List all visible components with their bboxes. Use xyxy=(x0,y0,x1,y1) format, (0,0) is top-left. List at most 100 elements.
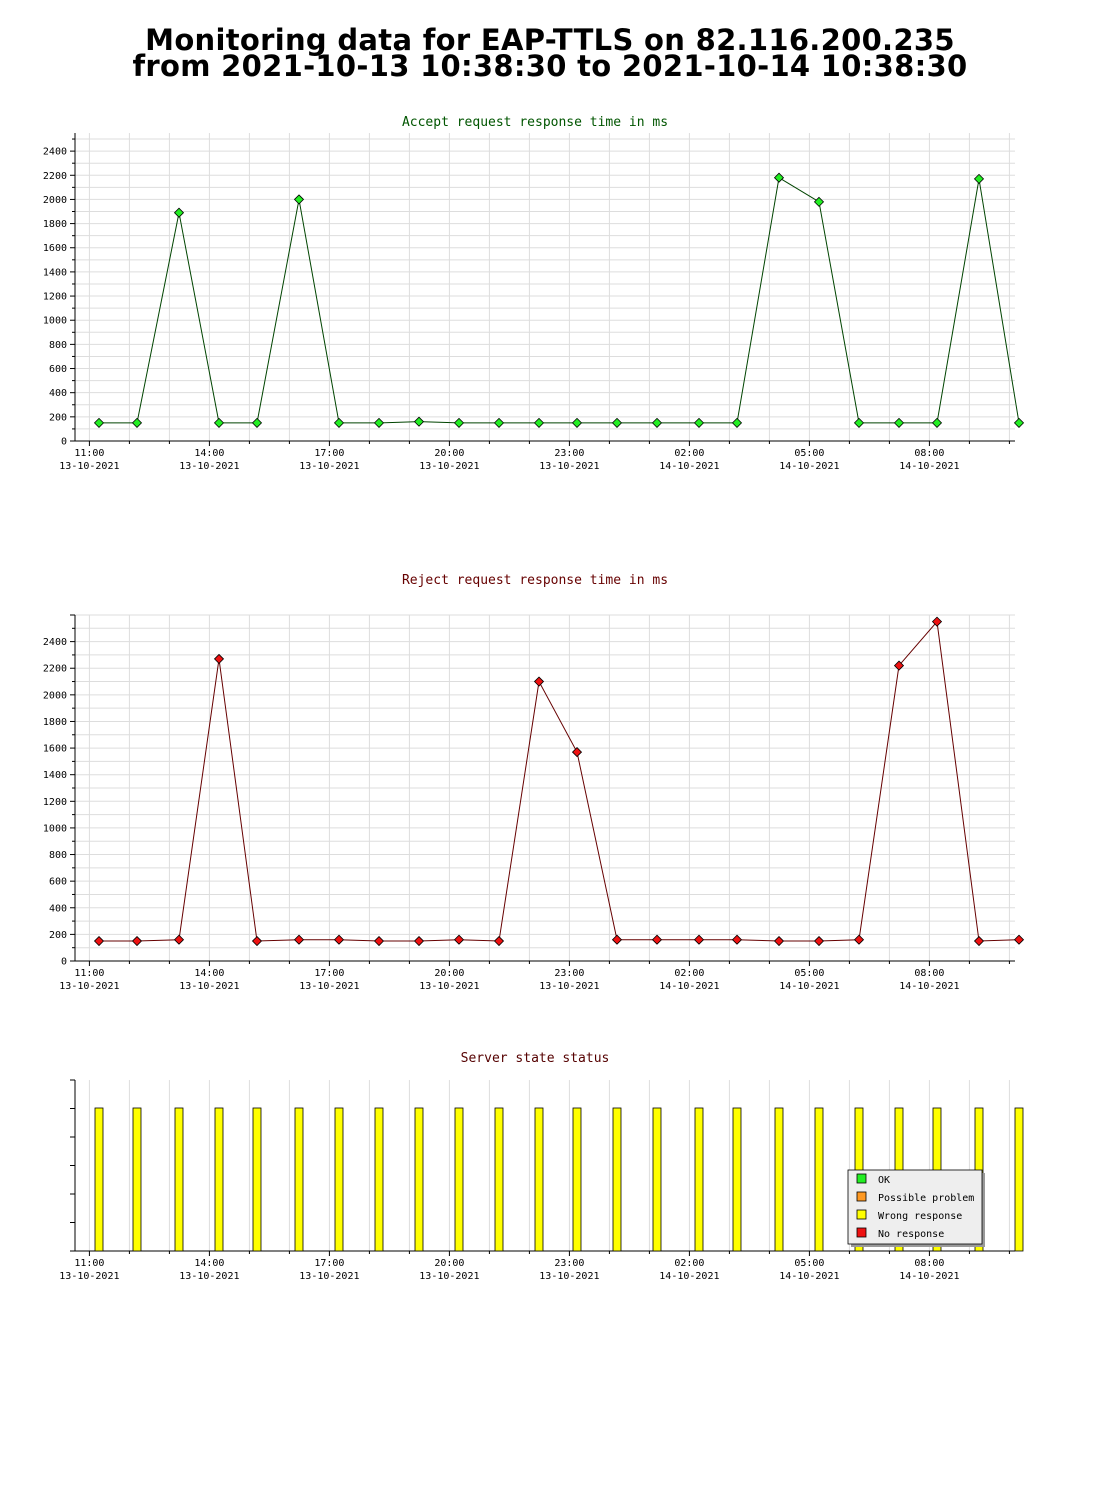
x-tick-label-date: 13-10-2021 xyxy=(539,1271,599,1282)
data-point xyxy=(813,196,825,207)
x-tick-label-time: 23:00 xyxy=(554,448,584,459)
x-tick-label-time: 11:00 xyxy=(74,968,104,979)
data-point xyxy=(373,417,385,428)
data-point xyxy=(251,935,263,947)
y-tick-label: 800 xyxy=(49,340,67,351)
status-bar xyxy=(572,1107,582,1252)
data-point xyxy=(533,417,545,428)
data-point xyxy=(333,934,345,945)
data-point xyxy=(1013,417,1025,428)
x-tick-label-date: 14-10-2021 xyxy=(779,1271,839,1282)
legend-label: Wrong response xyxy=(878,1211,962,1222)
data-point xyxy=(931,417,943,428)
data-point xyxy=(1013,934,1025,945)
y-tick-label: 2000 xyxy=(43,690,67,701)
x-tick-label-date: 13-10-2021 xyxy=(59,1271,119,1282)
y-tick-label: 2400 xyxy=(43,147,67,158)
x-tick-label-time: 08:00 xyxy=(914,968,944,979)
data-point xyxy=(93,935,105,947)
data-point xyxy=(731,934,743,945)
y-tick-label: 800 xyxy=(49,850,67,861)
data-point xyxy=(773,172,785,183)
y-tick-label: 2200 xyxy=(43,171,67,182)
x-tick-label-date: 14-10-2021 xyxy=(779,461,839,472)
status-bar xyxy=(294,1107,304,1252)
x-tick-label-time: 20:00 xyxy=(434,448,464,459)
status-bar xyxy=(652,1107,662,1252)
x-tick-label-time: 08:00 xyxy=(914,448,944,459)
x-tick-label-time: 08:00 xyxy=(914,1258,944,1269)
data-point xyxy=(293,934,305,945)
y-tick-label: 2400 xyxy=(43,637,67,648)
y-tick-label: 1600 xyxy=(43,744,67,755)
data-point xyxy=(693,417,705,428)
data-point xyxy=(373,935,385,947)
data-point xyxy=(731,417,743,428)
data-point xyxy=(213,653,225,664)
data-point xyxy=(533,676,545,687)
y-tick-label: 2000 xyxy=(43,195,67,206)
data-point xyxy=(131,935,143,947)
data-point xyxy=(413,416,425,427)
y-tick-label: 600 xyxy=(49,364,67,375)
y-tick-label: 600 xyxy=(49,877,67,888)
data-point xyxy=(853,417,865,428)
x-tick-label-time: 20:00 xyxy=(434,968,464,979)
status-bar xyxy=(814,1107,824,1252)
status-bar xyxy=(94,1107,104,1252)
data-point xyxy=(131,417,143,428)
status-bar xyxy=(334,1107,344,1252)
data-point xyxy=(693,934,705,945)
y-tick-label: 1400 xyxy=(43,770,67,781)
data-point xyxy=(773,935,785,947)
x-tick-label-time: 02:00 xyxy=(674,448,704,459)
page-title-line-2: from 2021-10-13 10:38:30 to 2021-10-14 1… xyxy=(132,49,968,83)
status-bar xyxy=(494,1107,504,1252)
data-point xyxy=(453,417,465,428)
data-point xyxy=(651,934,663,945)
data-point xyxy=(173,934,185,945)
y-tick-label: 2200 xyxy=(43,664,67,675)
series-line xyxy=(99,176,1020,424)
x-tick-label-date: 14-10-2021 xyxy=(899,1271,959,1282)
x-tick-label-time: 05:00 xyxy=(794,968,824,979)
x-tick-label-date: 14-10-2021 xyxy=(659,461,719,472)
x-tick-label-date: 13-10-2021 xyxy=(59,981,119,992)
legend-label: No response xyxy=(878,1229,944,1240)
status-bar xyxy=(414,1107,424,1252)
x-tick-label-date: 13-10-2021 xyxy=(419,981,479,992)
data-point xyxy=(853,934,865,945)
x-tick-label-date: 14-10-2021 xyxy=(659,981,719,992)
status-bar xyxy=(174,1107,184,1252)
status-bar xyxy=(214,1107,224,1252)
x-tick-label-date: 13-10-2021 xyxy=(59,461,119,472)
data-point xyxy=(813,935,825,947)
y-tick-label: 400 xyxy=(49,903,67,914)
data-point xyxy=(453,934,465,945)
legend-swatch xyxy=(856,1173,867,1184)
data-point xyxy=(893,417,905,428)
status-bar xyxy=(252,1107,262,1252)
legend-swatch xyxy=(856,1227,867,1238)
legend-swatch xyxy=(856,1191,867,1202)
x-tick-label-date: 13-10-2021 xyxy=(179,461,239,472)
legend-swatch xyxy=(856,1209,867,1220)
x-tick-label-time: 17:00 xyxy=(314,968,344,979)
x-tick-label-time: 23:00 xyxy=(554,968,584,979)
y-tick-label: 1600 xyxy=(43,243,67,254)
data-point xyxy=(571,417,583,428)
y-tick-label: 0 xyxy=(61,437,67,448)
x-tick-label-date: 14-10-2021 xyxy=(779,981,839,992)
y-tick-label: 1200 xyxy=(43,797,67,808)
legend-box xyxy=(847,1169,983,1245)
data-point xyxy=(931,616,943,627)
data-point xyxy=(251,417,263,428)
page-title-line-1: Monitoring data for EAP-TTLS on 82.116.2… xyxy=(145,23,955,57)
data-point xyxy=(893,660,905,671)
x-tick-label-date: 13-10-2021 xyxy=(299,461,359,472)
x-tick-label-date: 13-10-2021 xyxy=(539,461,599,472)
x-tick-label-time: 23:00 xyxy=(554,1258,584,1269)
legend-label: Possible problem xyxy=(878,1193,974,1204)
data-point xyxy=(413,935,425,947)
y-tick-label: 1000 xyxy=(43,316,67,327)
